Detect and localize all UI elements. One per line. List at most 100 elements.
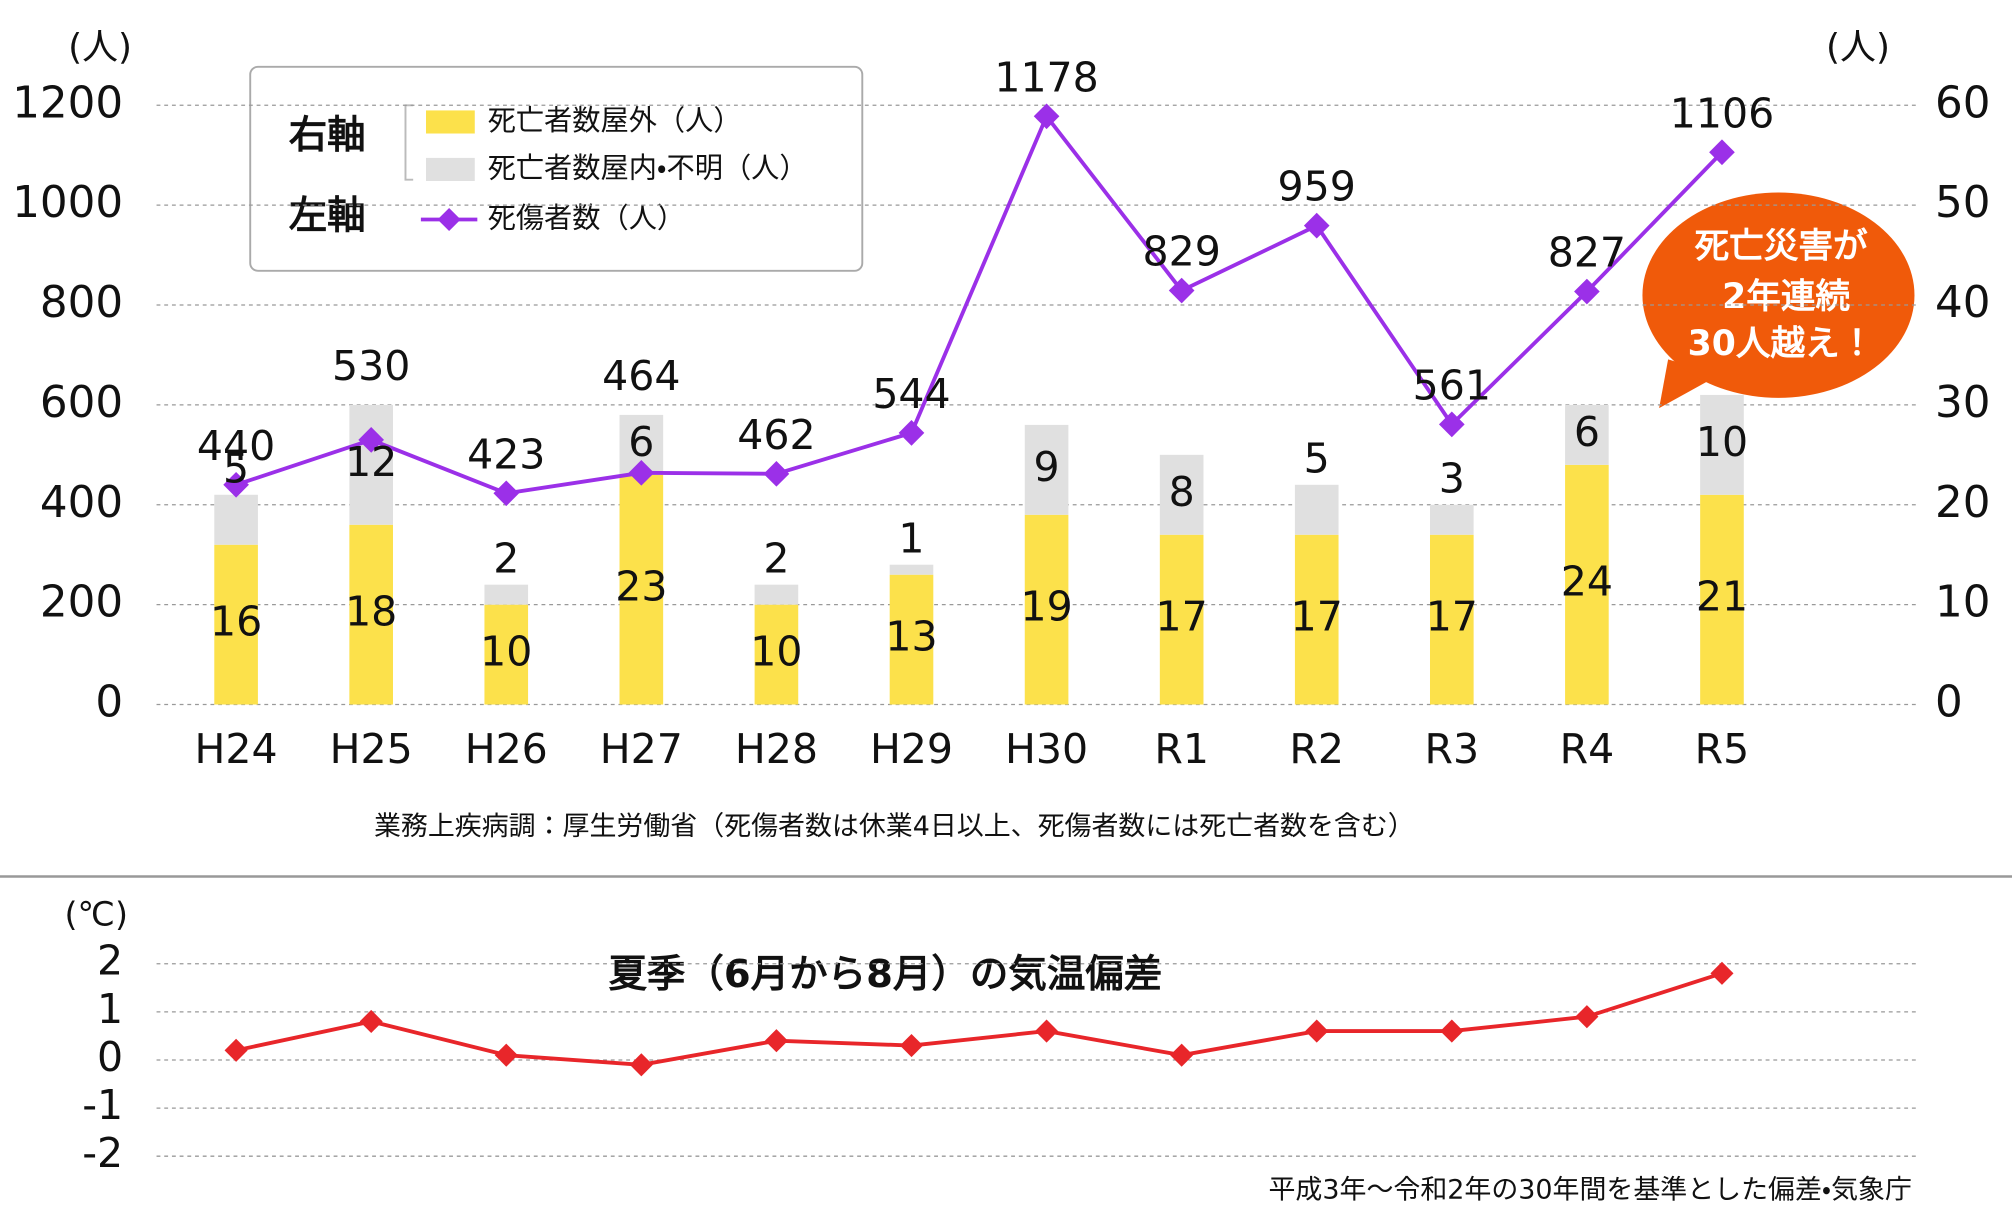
line-value-label: 959 (1278, 163, 1356, 211)
bar-segment (754, 584, 799, 605)
bar-value-label: 10 (480, 628, 532, 676)
bar-value-label: 5 (223, 445, 249, 493)
x-tick-label: R2 (1289, 725, 1344, 773)
y2-tick-label: 40 (1935, 278, 1990, 328)
line-marker (763, 460, 790, 487)
bar-segment (214, 544, 258, 705)
y-tick-label: 0 (97, 1033, 123, 1081)
line-value-label: 530 (332, 342, 410, 390)
bar-value-label: 17 (1291, 593, 1343, 641)
y-tick-label: 1000 (12, 178, 123, 228)
line-value-label: 1106 (1670, 89, 1774, 137)
line-marker (899, 1033, 924, 1058)
line-value-label: 561 (1413, 361, 1491, 409)
legend-box (249, 65, 864, 272)
legend-swatch (426, 157, 475, 181)
legend-group: 右軸 (289, 113, 366, 158)
bar-segment (889, 574, 934, 705)
line-marker (898, 420, 925, 446)
bar-segment (484, 584, 529, 605)
line-value-label: 462 (737, 411, 815, 459)
y-tick-label: 600 (40, 378, 123, 428)
bar-value-label: 17 (1156, 593, 1208, 641)
x-tick-label: H25 (330, 725, 413, 773)
annotation: 2年連続 (1722, 277, 1850, 317)
legend-bracket (404, 104, 414, 181)
line-value-label: 544 (872, 370, 950, 418)
y-axis-unit: (人) (68, 27, 132, 68)
x-tick-label: H26 (465, 725, 548, 773)
legend-label: 死亡者数屋内・不明（人） (488, 151, 808, 184)
line-marker (1303, 212, 1330, 239)
bar-segment (1700, 494, 1744, 705)
bar-segment (1024, 514, 1069, 705)
line (235, 112, 1724, 496)
bar-value-label: 23 (615, 563, 667, 611)
bar-value-label: 2 (493, 535, 519, 583)
line-marker (224, 1038, 248, 1062)
source-note: 平成3年〜令和2年の30年間を基準とした偏差・気象庁 (1269, 1174, 1912, 1205)
bar-segment (619, 474, 664, 705)
legend-swatch (426, 110, 475, 134)
line-value-label: 423 (467, 430, 545, 478)
bar-segment (1700, 394, 1744, 495)
bar-value-label: 18 (345, 588, 397, 636)
line-marker (1575, 1005, 1599, 1029)
bar-value-label: 1 (898, 515, 924, 563)
y2-tick-label: 20 (1935, 478, 1990, 528)
y-tick-label: 1 (97, 985, 123, 1033)
bar-value-label: 10 (1696, 418, 1748, 466)
bar-value-label: 24 (1561, 558, 1613, 606)
bar-value-label: 8 (1169, 468, 1195, 516)
bar-segment (349, 404, 393, 525)
bar-value-label: 17 (1426, 593, 1478, 641)
bar-segment (889, 564, 934, 575)
bar-segment (484, 604, 529, 705)
y-tick-label: -2 (82, 1129, 123, 1177)
y-tick-label: 400 (40, 478, 123, 528)
bar-value-label: 5 (1304, 435, 1330, 483)
bar-value-label: 19 (1020, 583, 1072, 631)
y-tick-label: 800 (40, 278, 123, 328)
bar-segment (1294, 484, 1339, 535)
x-tick-label: H27 (600, 725, 683, 773)
bar-segment (1159, 534, 1204, 705)
y-tick-label: 2 (97, 937, 123, 985)
bar-value-label: 6 (628, 418, 654, 466)
y-tick-label: 1200 (12, 78, 123, 128)
legend: 死亡者数屋外（人） 死亡者数屋内・不明（人） 死傷者数（人） (420, 104, 808, 234)
x-tick-label: H29 (870, 725, 953, 773)
line-value-label: 464 (602, 352, 680, 400)
bar-segment (754, 604, 799, 705)
y-tick-label: 200 (40, 578, 123, 628)
bar-value-label: 2 (763, 535, 789, 583)
y2-axis-unit: (人) (1826, 27, 1890, 68)
annotation: 死亡災害が (1694, 227, 1868, 267)
y2-tick-label: 0 (1935, 678, 1963, 728)
annotation: 30人越え！ (1688, 324, 1875, 364)
bar-value-label: 6 (1574, 408, 1600, 456)
x-tick-label: H30 (1005, 725, 1088, 773)
line-marker (359, 1009, 383, 1034)
line-marker (493, 480, 520, 507)
bar-value-label: 9 (1034, 443, 1060, 491)
x-tick-label: R4 (1560, 725, 1615, 773)
bar-segment (1294, 534, 1339, 705)
legend-label: 死亡者数屋外（人） (488, 104, 742, 137)
legend-group: 左軸 (289, 194, 366, 239)
y-axis-unit: (℃) (64, 895, 127, 934)
x-tick-label: R1 (1154, 725, 1209, 773)
bar-segment (1429, 504, 1474, 535)
line-marker (1709, 139, 1735, 166)
line (235, 971, 1723, 1067)
x-tick-label: H28 (735, 725, 818, 773)
bar-segment (349, 524, 393, 705)
bar-value-label: 10 (750, 628, 802, 676)
bar-segment (1024, 424, 1069, 515)
line-marker (1710, 961, 1734, 985)
bar-value-label: 12 (345, 438, 397, 486)
y-tick-label: -1 (82, 1081, 123, 1129)
bar-value-label: 13 (885, 613, 937, 661)
